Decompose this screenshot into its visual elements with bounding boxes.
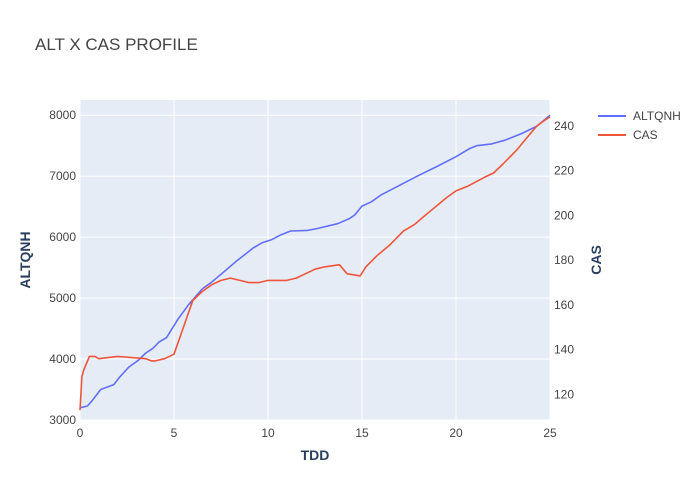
x-axis-ticks: 0 5 10 15 20 25 (77, 426, 557, 440)
y2-tick-label: 220 (554, 164, 574, 178)
y2-axis-title: CAS (588, 245, 604, 275)
x-axis-title: TDD (301, 447, 330, 463)
legend-item-altqnh[interactable]: ALTQNH (598, 109, 681, 123)
x-tick-label: 15 (355, 426, 369, 440)
x-tick-label: 5 (171, 426, 178, 440)
legend-item-cas[interactable]: CAS (598, 128, 658, 142)
y-axis-ticks: 3000 4000 5000 6000 7000 8000 (49, 108, 76, 427)
x-tick-label: 25 (543, 426, 557, 440)
y2-axis-ticks: 120 140 160 180 200 220 240 (554, 119, 574, 402)
x-tick-label: 20 (449, 426, 463, 440)
series-line-altqnh (79, 114, 551, 409)
y2-tick-label: 120 (554, 387, 574, 401)
y2-tick-label: 200 (554, 208, 574, 222)
x-tick-label: 0 (77, 426, 84, 440)
x-tick-label: 10 (261, 426, 275, 440)
y2-tick-label: 140 (554, 343, 574, 357)
y-tick-label: 8000 (49, 108, 76, 122)
legend: ALTQNH CAS (598, 109, 681, 142)
y2-tick-label: 180 (554, 253, 574, 267)
y-tick-label: 5000 (49, 291, 76, 305)
chart-title: ALT X CAS PROFILE (35, 35, 198, 54)
y-tick-label: 7000 (49, 169, 76, 183)
y-tick-label: 6000 (49, 230, 76, 244)
y-tick-label: 4000 (49, 352, 76, 366)
legend-label-altqnh: ALTQNH (633, 109, 681, 123)
series-lines (79, 114, 551, 411)
plot-area (80, 100, 550, 420)
y2-tick-label: 160 (554, 298, 574, 312)
y-axis-title: ALTQNH (17, 231, 33, 288)
gridlines (79, 100, 551, 421)
series-line-cas (79, 116, 551, 411)
legend-label-cas: CAS (633, 128, 658, 142)
y2-tick-label: 240 (554, 119, 574, 133)
y-tick-label: 3000 (49, 413, 76, 427)
